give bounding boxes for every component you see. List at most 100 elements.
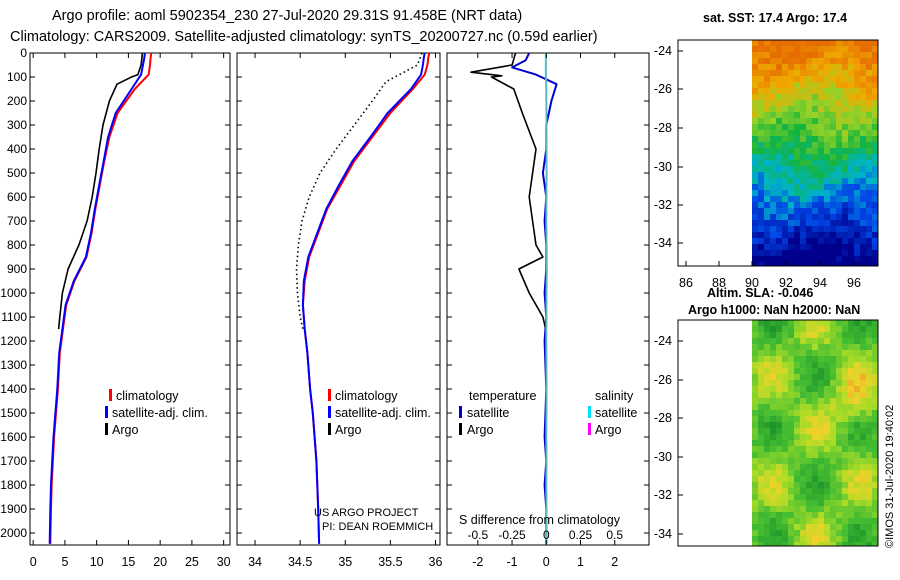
sla-cell [860,386,866,392]
sla-cell [842,344,848,350]
sst-cell [758,232,764,238]
sst-cell [872,196,878,202]
sst-cell [872,160,878,166]
sst-cell [848,256,854,262]
sst-cell [860,190,866,196]
s-tick-label: -0.5 [467,528,488,542]
sla-cell [782,500,788,506]
sst-cell [866,226,872,232]
sst-cell [854,256,860,262]
sla-cell [812,512,818,518]
sst-cell [800,226,806,232]
sla-cell [794,380,800,386]
sst-cell [866,220,872,226]
sla-cell [752,356,758,362]
sst-cell [872,154,878,160]
sla-cell [788,476,794,482]
sla-cell [854,440,860,446]
sst-cell [872,208,878,214]
sla-cell [800,470,806,476]
sla-cell [836,440,842,446]
sst-cell [776,190,782,196]
sla-cell [782,416,788,422]
sst-cell [866,262,872,266]
sst-cell [836,262,842,266]
sla-cell [758,530,764,536]
sst-cell [764,184,770,190]
sla-cell [776,536,782,542]
sla-cell [788,494,794,500]
sla-cell [752,494,758,500]
sst-cell [854,250,860,256]
depth-tick-label: 1700 [0,454,27,468]
sst-cell [770,196,776,202]
sla-cell [788,410,794,416]
sst-cell [848,70,854,76]
sla-cell [836,416,842,422]
sst-cell [866,58,872,64]
sla-cell [764,434,770,440]
sla-cell [794,368,800,374]
sst-cell [794,154,800,160]
sst-cell [782,52,788,58]
sst-cell [842,82,848,88]
sla-cell [812,386,818,392]
sst-cell [818,190,824,196]
sla-cell [824,422,830,428]
sst-cell [788,40,794,46]
sla-cell [830,320,836,326]
sst-cell [770,136,776,142]
sla-cell [812,326,818,332]
sla-cell [848,452,854,458]
sst-cell [866,100,872,106]
sla-cell [764,338,770,344]
sst-cell [854,64,860,70]
sst-cell [752,226,758,232]
sla-cell [770,524,776,530]
sla-cell [848,518,854,524]
sst-cell [830,208,836,214]
sst-cell [848,124,854,130]
sst-cell [866,190,872,196]
sst-cell [854,226,860,232]
sst-cell [806,226,812,232]
sla-cell [848,362,854,368]
sst-cell [788,154,794,160]
sst-cell [830,64,836,70]
sla-cell [866,470,872,476]
sst-cell [842,142,848,148]
sst-cell [848,142,854,148]
sla-cell [800,416,806,422]
sst-cell [806,196,812,202]
sst-cell [776,52,782,58]
lat-tick-label: -34 [654,236,672,250]
sla-cell [788,368,794,374]
sla-cell [812,398,818,404]
sla-cell [806,362,812,368]
sst-cell [854,196,860,202]
sla-cell [782,494,788,500]
sla-cell [842,482,848,488]
sst-cell [770,148,776,154]
sla-cell [770,416,776,422]
sst-cell [872,184,878,190]
sst-cell [812,58,818,64]
sst-cell [782,64,788,70]
sst-cell [836,148,842,154]
sla-cell [842,494,848,500]
header-title: Argo profile: aoml 5902354_230 27-Jul-20… [52,8,522,24]
sla-cell [800,518,806,524]
sla-cell [776,446,782,452]
sst-cell [800,82,806,88]
sla-cell [842,398,848,404]
sst-cell [830,100,836,106]
sla-cell [788,326,794,332]
sst-cell [836,250,842,256]
sst-cell [788,112,794,118]
sst-cell [752,184,758,190]
sst-cell [848,58,854,64]
sst-cell [800,94,806,100]
sla-cell [812,392,818,398]
sla-cell [866,440,872,446]
